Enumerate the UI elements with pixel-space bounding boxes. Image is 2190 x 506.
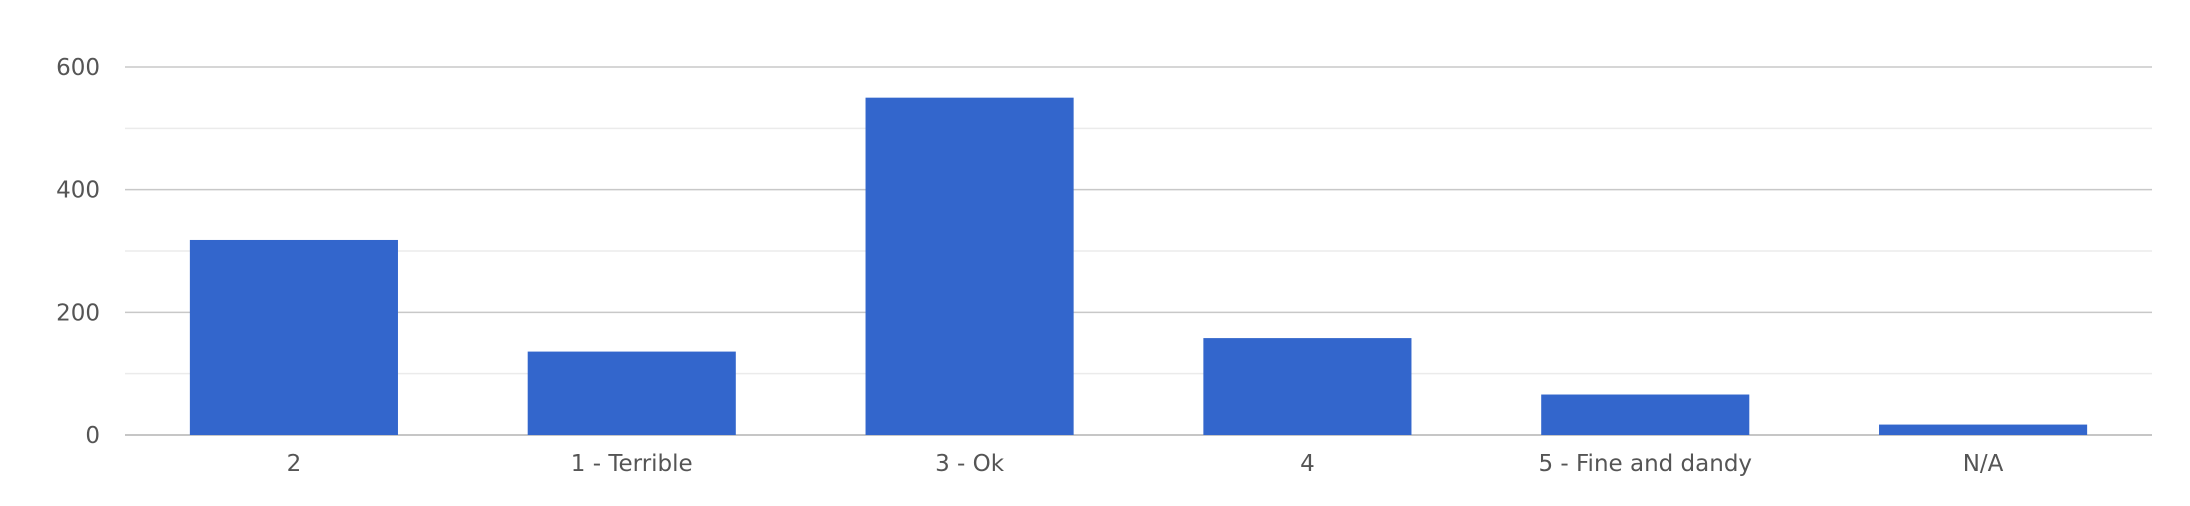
y-tick-label: 600 [56, 55, 100, 81]
x-tick-label: N/A [1963, 451, 2004, 477]
bars [189, 97, 2088, 436]
bar[interactable] [865, 97, 1074, 436]
x-tick-label: 1 - Terrible [571, 451, 693, 477]
y-axis-tick-labels: 0 200 400 600 [56, 55, 100, 449]
y-tick-label: 200 [56, 300, 100, 326]
x-tick-label: 5 - Fine and dandy [1538, 451, 1752, 477]
bar[interactable] [1203, 338, 1412, 435]
bar[interactable] [1541, 394, 1750, 435]
y-tick-label: 400 [56, 178, 100, 204]
y-tick-label: 0 [85, 423, 100, 449]
bar[interactable] [527, 351, 736, 435]
bar[interactable] [189, 239, 398, 435]
x-axis-tick-labels: 2 1 - Terrible 3 - Ok 4 5 - Fine and dandy N/… [287, 451, 2004, 477]
gridlines [125, 66, 2152, 436]
bar[interactable] [1879, 424, 2088, 435]
x-tick-label: 3 - Ok [935, 451, 1005, 477]
x-tick-label: 2 [287, 451, 302, 477]
x-tick-label: 4 [1300, 451, 1315, 477]
